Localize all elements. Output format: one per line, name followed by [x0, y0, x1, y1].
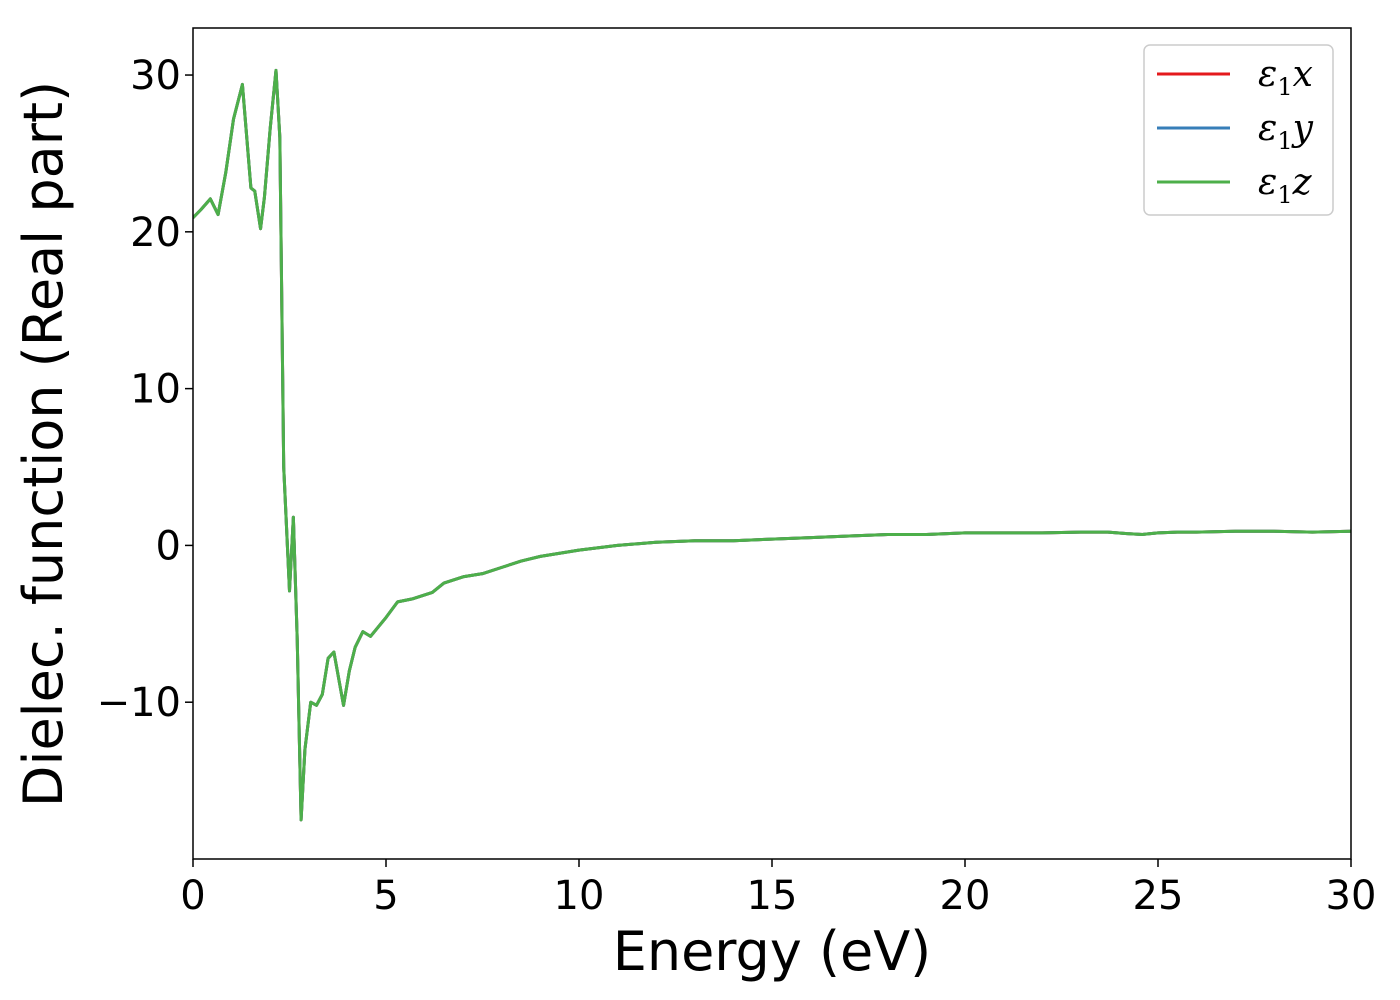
x-tick-label: 15 [747, 873, 798, 919]
y-axis-ticks: −10 0 10 20 30 [97, 53, 193, 726]
x-tick-label: 30 [1326, 873, 1377, 919]
legend-box [1143, 44, 1334, 216]
y-tick-label: 30 [130, 53, 181, 99]
legend-label: ε1x [1258, 54, 1313, 101]
series-layer [193, 68, 1351, 822]
y-axis-label: Dielec. function (Real part) [12, 81, 75, 807]
legend: ε1x ε1y ε1z [1143, 44, 1334, 216]
legend-label: ε1y [1258, 108, 1314, 155]
y-tick-label: 20 [130, 210, 181, 256]
legend-label: ε1z [1258, 162, 1313, 209]
x-tick-label: 0 [180, 873, 205, 919]
x-tick-label: 20 [940, 873, 991, 919]
x-tick-label: 10 [554, 873, 605, 919]
y-tick-label: 10 [130, 367, 181, 413]
x-axis-label: Energy (eV) [613, 920, 932, 983]
x-tick-label: 25 [1133, 873, 1184, 919]
x-axis-ticks: 0 5 10 15 20 25 30 [180, 859, 1376, 919]
series-line-3 [193, 68, 1351, 822]
x-tick-label: 5 [373, 873, 398, 919]
y-tick-label: −10 [97, 680, 181, 726]
y-tick-label: 0 [156, 523, 181, 569]
